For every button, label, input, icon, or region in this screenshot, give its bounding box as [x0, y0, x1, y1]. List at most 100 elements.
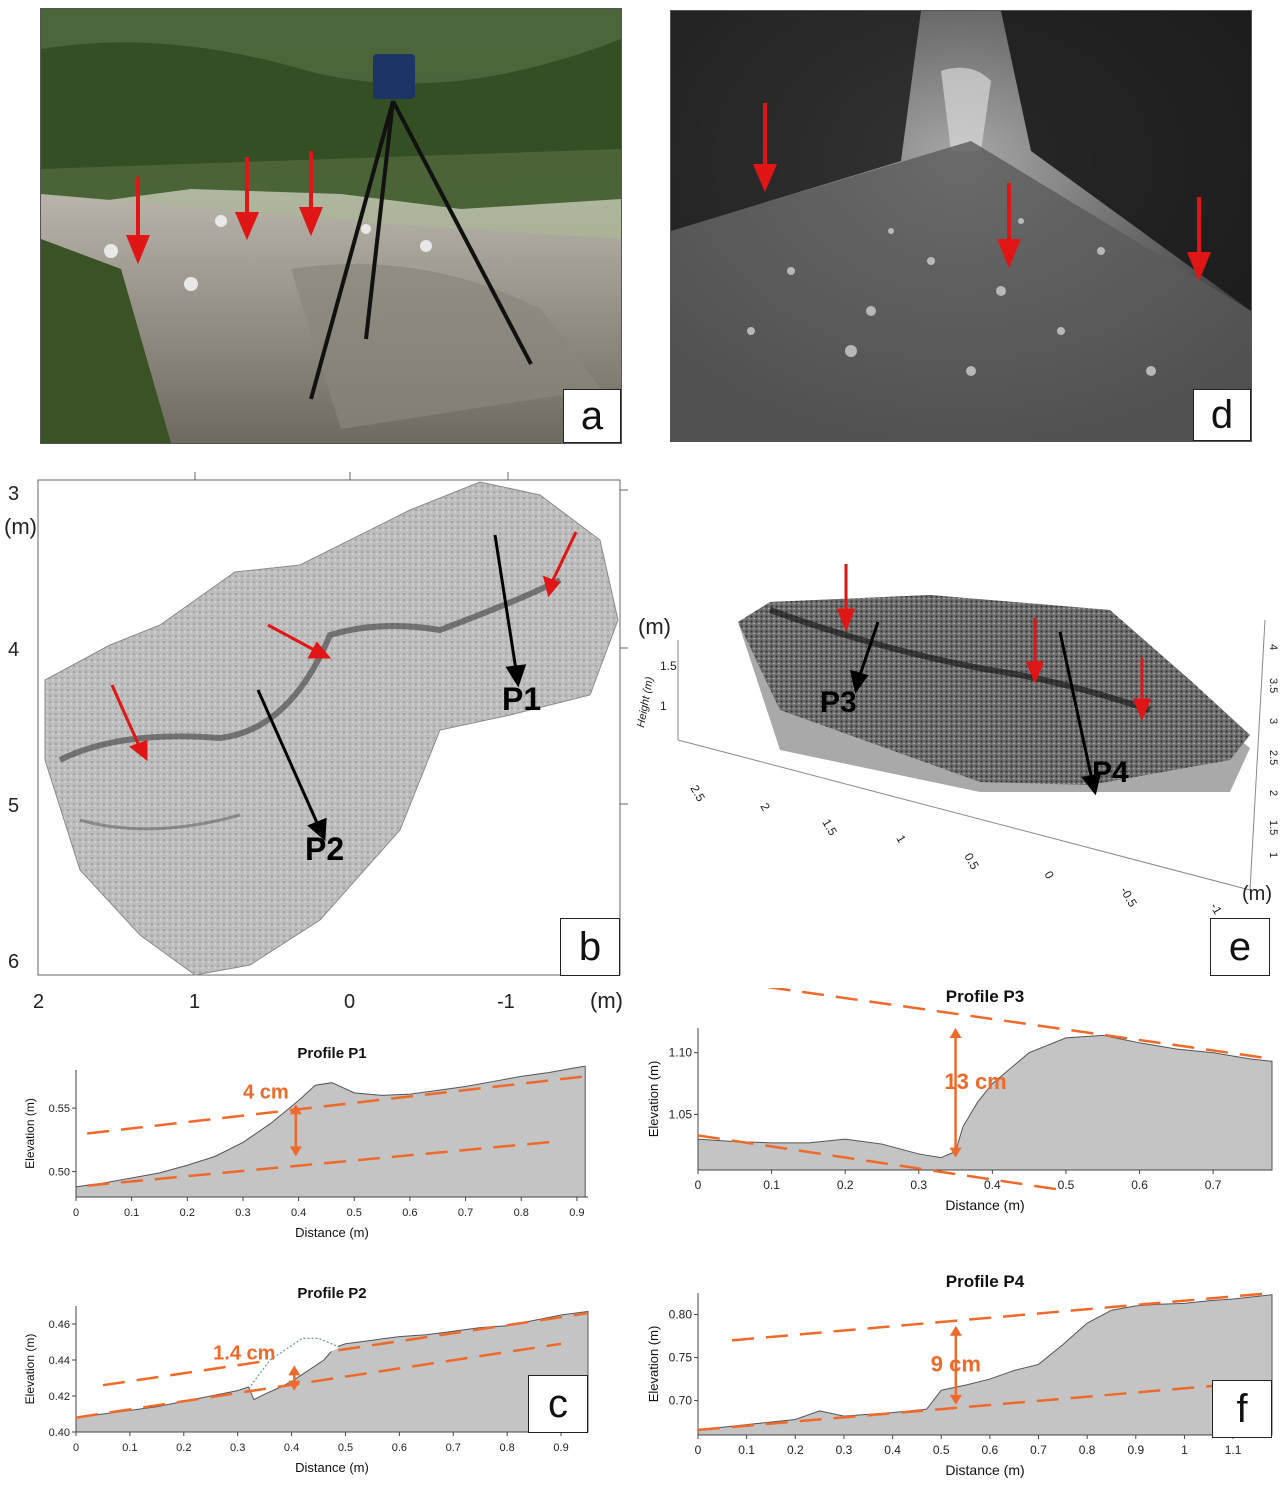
e-y-tick-4: 4: [1267, 644, 1279, 650]
e-x-tick-1: 1: [893, 833, 909, 846]
x-tick-label: 0.8: [500, 1442, 515, 1454]
x-axis-label: Distance (m): [945, 1462, 1024, 1478]
e-x-tick-2: 2: [757, 801, 773, 814]
x-tick-label: 0.5: [1058, 1178, 1075, 1192]
x-tick-label: 0.7: [446, 1442, 461, 1454]
panel-b-map: P1 P2 3 (m) 4 5 6 2 1 0 -1 (m) b: [0, 460, 640, 1020]
profile-p3-chart: 0 0.1 0.2 0.3 0.4 0.5 0.6 0.7 1.05 1.10 13 cm Profi…: [646, 987, 1273, 1213]
map-b-y-unit: (m): [4, 514, 37, 539]
x-tick-label: 0.5: [933, 1443, 950, 1457]
x-tick-label: 0.9: [553, 1442, 568, 1454]
y-tick-label: 0.70: [669, 1394, 693, 1408]
x-tick-label: 0.2: [176, 1442, 191, 1454]
e-x-tick-2-5: 2.5: [687, 783, 708, 805]
guide-line: [87, 1139, 561, 1187]
arrow-head-up: [289, 1104, 302, 1115]
e-y-tick-2: 2: [1267, 790, 1279, 796]
x-tick-label: 0.6: [982, 1443, 999, 1457]
e-x-tick-0-5: 0.5: [961, 851, 982, 873]
profile-area: [75, 1310, 589, 1433]
e-y-tick-1: 1: [1267, 852, 1279, 858]
x-tick-label: 0.3: [910, 1178, 927, 1192]
guide-line: [698, 1134, 1071, 1190]
y-axis-label: Elevation (m): [646, 1326, 661, 1403]
x-tick-label: 0.8: [1079, 1443, 1096, 1457]
guide-line: [765, 988, 1273, 1061]
chart-title: Profile P3: [946, 987, 1024, 1006]
e-x-tick-0: 0: [1041, 869, 1057, 882]
missing-block-outline: [247, 1337, 341, 1390]
y-tick-label: 0.42: [49, 1391, 70, 1403]
x-tick-label: 0.7: [1205, 1178, 1222, 1192]
guide-line: [86, 1075, 586, 1135]
guide-line: [731, 1291, 1273, 1342]
arrow-head-up: [288, 1365, 301, 1376]
map-b-x-unit: (m): [590, 988, 623, 1013]
y-tick-label: 0.46: [49, 1319, 70, 1331]
trail-scene: [671, 11, 1251, 441]
y-tick-label: 0.75: [669, 1351, 693, 1365]
x-tick-label: 0: [73, 1442, 79, 1454]
map-b-y-tick-3: 3: [8, 483, 19, 505]
e-x-tick-m1: -1: [1207, 901, 1225, 918]
x-axis-label: Distance (m): [295, 1460, 369, 1475]
x-tick-label: 0.6: [1131, 1178, 1148, 1192]
y-tick-label: 1.05: [669, 1107, 693, 1121]
x-tick-label: 0.6: [392, 1442, 407, 1454]
arrow-head-up: [949, 1325, 962, 1336]
x-tick-label: 0.7: [458, 1207, 473, 1219]
x-tick-label: 0.3: [235, 1207, 250, 1219]
label-p2: P2: [305, 831, 344, 867]
arrow-head-up: [949, 1028, 962, 1038]
x-tick-label: 1: [1181, 1443, 1188, 1457]
panel-d-label: d: [1193, 389, 1251, 441]
x-tick-label: 0.4: [984, 1178, 1001, 1192]
e-z-tick-1: 1: [660, 699, 667, 713]
x-tick-label: 0.2: [787, 1443, 804, 1457]
map-b-y-tick-4: 4: [8, 639, 19, 661]
x-tick-label: 0.3: [836, 1443, 853, 1457]
e-x-tick-m0-5: -0.5: [1117, 885, 1140, 910]
x-tick-label: 0: [695, 1443, 702, 1457]
x-tick-label: 0.1: [122, 1442, 137, 1454]
x-tick-label: 0.4: [284, 1442, 299, 1454]
y-tick-label: 0.40: [49, 1427, 70, 1439]
label-p4: P4: [1092, 756, 1129, 789]
offset-label: 9 cm: [931, 1351, 981, 1376]
guide-line: [698, 1382, 1234, 1432]
e-y-tick-3-5: 3.5: [1267, 678, 1279, 693]
e-y-tick-2-5: 2.5: [1267, 750, 1279, 765]
panel-d-photo: d: [670, 10, 1252, 442]
panel-f-label: f: [1212, 1380, 1272, 1438]
tripod-scene: [41, 9, 621, 443]
profile-area: [697, 1294, 1273, 1436]
panel-b-label: b: [560, 918, 620, 976]
panel-e-3d: P3 P4 (m) Height (m) 1.5 1 2.5 2 1.5 1 0…: [630, 560, 1284, 990]
offset-label: 13 cm: [944, 1069, 1006, 1094]
profile-area: [75, 1065, 586, 1198]
map-b-y-tick-5: 5: [8, 795, 19, 817]
x-axis-label: Distance (m): [945, 1197, 1024, 1213]
arrow-head-down: [949, 1147, 962, 1158]
map-b-x-tick-0: 0: [344, 991, 355, 1013]
x-tick-label: 0.7: [1030, 1443, 1047, 1457]
e-z-label: Height (m): [635, 676, 656, 729]
e-unit-top: (m): [638, 614, 671, 639]
label-p3: P3: [820, 686, 857, 719]
x-tick-label: 1.1: [1225, 1443, 1242, 1457]
y-axis-label: Elevation (m): [23, 1098, 37, 1169]
y-axis-label: Elevation (m): [23, 1334, 37, 1405]
panel-a-label: a: [563, 389, 621, 443]
label-p1: P1: [502, 681, 541, 717]
panel-a-photo: a: [40, 8, 622, 444]
map-b-x-tick-1: 1: [189, 991, 200, 1013]
guide-line: [76, 1342, 562, 1419]
x-tick-label: 0.4: [291, 1207, 306, 1219]
x-axis-label: Distance (m): [295, 1225, 369, 1240]
x-tick-label: 0.5: [347, 1207, 362, 1219]
x-tick-label: 0.5: [338, 1442, 353, 1454]
profile-p2-chart: 0 0.1 0.2 0.3 0.4 0.5 0.6 0.7 0.8 0.9 0.40 0.42 0.44…: [23, 1285, 589, 1475]
e-unit-right: (m): [1242, 883, 1272, 905]
arrow-head-down: [949, 1394, 962, 1405]
x-tick-label: 0.2: [837, 1178, 854, 1192]
